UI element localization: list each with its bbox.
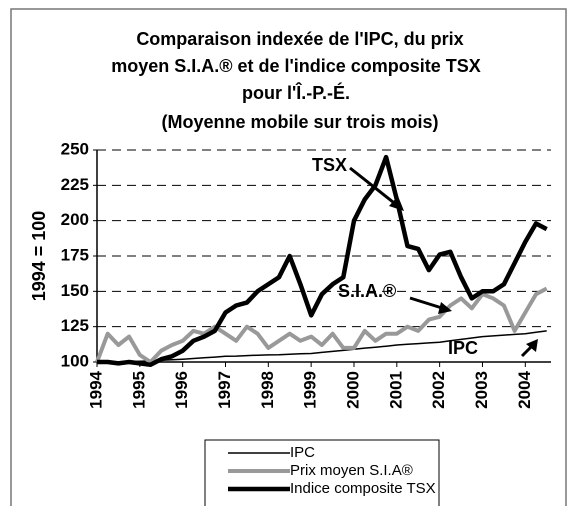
annotation: S.I.A.® — [338, 281, 396, 301]
arrow-head — [526, 339, 538, 352]
x-tick-label: 1994 — [86, 370, 105, 408]
x-tick-label: 2004 — [515, 370, 534, 408]
chart-frame — [10, 8, 567, 506]
y-tick-label: 200 — [61, 210, 89, 229]
legend-label: Indice composite TSX — [290, 480, 436, 497]
x-tick-label: 2003 — [472, 371, 491, 409]
annotation: IPC — [448, 338, 478, 358]
annotation: TSX — [312, 155, 347, 175]
y-tick-label: 150 — [61, 281, 89, 300]
x-tick-label: 1996 — [172, 371, 191, 409]
x-tick-label: 1999 — [301, 371, 320, 409]
y-tick-label: 250 — [61, 139, 89, 158]
y-axis-label: 1994 = 100 — [29, 211, 49, 302]
y-tick-label: 175 — [61, 245, 89, 264]
chart-title: Comparaison indexée de l'IPC, du prix — [136, 29, 463, 49]
arrow-head — [438, 302, 452, 314]
x-tick-label: 1997 — [215, 371, 234, 409]
chart-title: (Moyenne mobile sur trois mois) — [161, 112, 438, 132]
x-tick-label: 1998 — [258, 371, 277, 409]
y-tick-label: 100 — [61, 351, 89, 370]
series-line — [95, 286, 548, 364]
legend-label: Prix moyen S.I.A® — [290, 462, 413, 479]
plot-area: 100 125 150 175 200 225 250 1994 1995 1996 1997 199… — [61, 139, 551, 409]
x-tick-label: 2000 — [343, 371, 362, 409]
annotation-arrow — [409, 296, 443, 310]
chart-title: pour l'Î.-P.-É. — [242, 82, 350, 103]
arrow-head — [389, 196, 404, 211]
series-line — [97, 154, 548, 368]
x-tick-label: 1995 — [129, 371, 148, 409]
annotation-arrow — [349, 166, 399, 208]
x-tick-label: 2002 — [429, 371, 448, 409]
series-line — [97, 330, 547, 363]
annotation-arrow — [520, 344, 534, 358]
chart-title: moyen S.I.A.® et de l'indice composite T… — [111, 56, 481, 76]
legend-label: IPC — [290, 444, 315, 461]
y-tick-label: 225 — [61, 175, 89, 194]
y-tick-label: 125 — [61, 316, 89, 335]
x-tick-label: 2001 — [386, 371, 405, 409]
